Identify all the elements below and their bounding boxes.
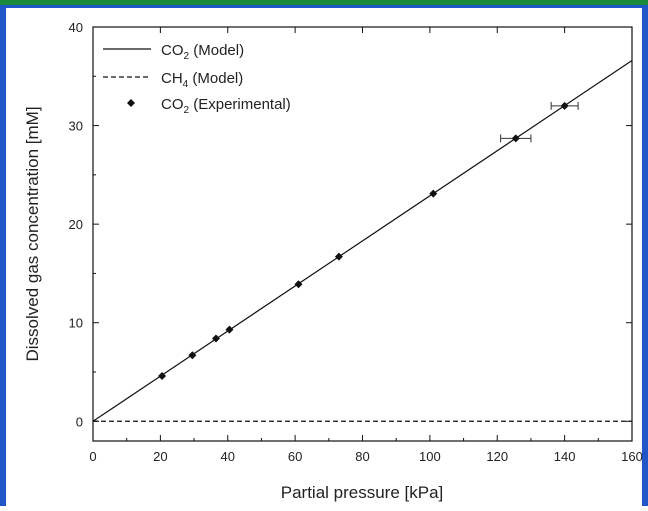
series-lines: [92, 60, 633, 422]
co2-experimental-point: [429, 189, 438, 198]
legend-label-co2-experimental: CO2 (Experimental): [161, 96, 291, 116]
x-tick-label: 160: [621, 449, 643, 464]
legend-label-co2-experimental-main: CO: [161, 96, 184, 113]
plot-area: [92, 26, 633, 442]
y-axis-label: Dissolved gas concentration [mM]: [23, 106, 42, 361]
y-tick-label: 30: [69, 119, 83, 134]
x-tick-label: 40: [221, 449, 235, 464]
top-accent-bar: [0, 0, 648, 5]
co2-experimental-point: [560, 101, 569, 110]
legend-label-co2-model-tail: (Model): [189, 42, 244, 59]
co2-model-line: [92, 60, 633, 422]
figure-border-left: [0, 5, 6, 506]
x-tick-label: 100: [419, 449, 441, 464]
y-tick-label: 40: [69, 20, 83, 35]
x-tick-label: 60: [288, 449, 302, 464]
legend-label-ch4-model-sub: 4: [183, 79, 189, 90]
legend-label-co2-experimental-sub: 2: [184, 105, 190, 116]
y-tick-label: 0: [76, 414, 83, 429]
co2-experimental-point: [334, 252, 343, 261]
legend-label-co2-model-sub: 2: [184, 51, 190, 62]
axis-tick-labels: 0 20 40 60 80 100 120 140 160 0 10 20 30 40: [69, 20, 643, 464]
legend-label-co2-model: CO2 (Model): [161, 42, 244, 62]
co2-experimental-point: [511, 134, 520, 143]
figure-border-right: [642, 5, 648, 506]
legend: CO2 (Model) CH4 (Model) CO2 (Experimenta…: [103, 42, 291, 116]
x-tick-label: 80: [355, 449, 369, 464]
y-tick-label: 10: [69, 316, 83, 331]
figure-border-top: [0, 5, 648, 8]
x-tick-label: 120: [486, 449, 508, 464]
y-tick-label: 20: [69, 217, 83, 232]
x-tick-label: 0: [89, 449, 96, 464]
legend-marker-co2-experimental: [127, 99, 135, 107]
legend-label-co2-experimental-tail: (Experimental): [189, 96, 291, 113]
co2-experimental-point: [225, 325, 234, 334]
legend-label-ch4-model: CH4 (Model): [161, 70, 243, 90]
x-axis-label: Partial pressure [kPa]: [281, 483, 444, 502]
co2-experimental-point: [211, 334, 220, 343]
x-tick-label: 20: [153, 449, 167, 464]
co2-experimental-point: [158, 371, 167, 380]
x-tick-label: 140: [554, 449, 576, 464]
axis-ticks: [92, 26, 633, 441]
legend-label-ch4-model-main: CH: [161, 70, 183, 87]
legend-label-ch4-model-tail: (Model): [188, 70, 243, 87]
co2-experimental-point: [188, 351, 197, 360]
data-markers: [158, 101, 579, 380]
co2-experimental-point: [294, 280, 303, 289]
legend-label-co2-model-main: CO: [161, 42, 184, 59]
